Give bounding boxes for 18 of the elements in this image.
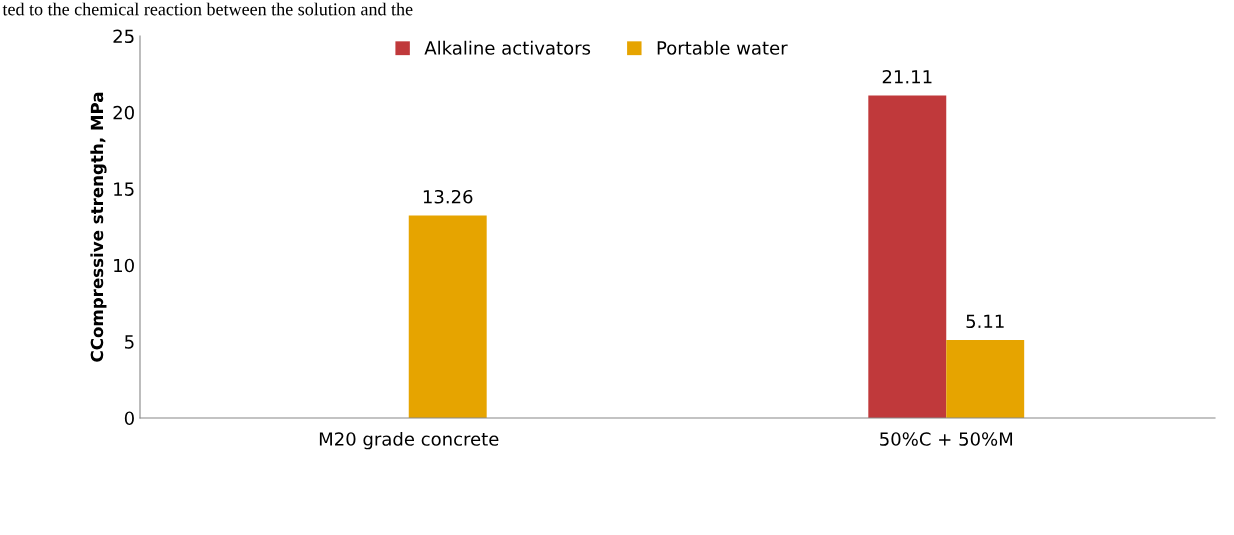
y-tick-label: 15 [114, 182, 134, 196]
data-label: 13.26 [423, 189, 473, 204]
legend-label: Portable water [657, 40, 788, 55]
y-axis-title: CCompressive strength, MPa [90, 92, 107, 362]
x-tick-label: M20 grade concrete [319, 431, 499, 450]
y-tick-label: 5 [125, 335, 134, 349]
legend-label: Alkaline activators [424, 40, 591, 55]
y-tick-label: 25 [113, 29, 134, 44]
bar [408, 215, 487, 418]
y-tick-label: 20 [113, 105, 134, 120]
bar [946, 339, 1025, 418]
data-label: 5.11 [966, 314, 1004, 329]
x-tick-label: 50%C + 50%M [880, 432, 1013, 446]
text: ted to the chemical reaction between the solution and the [2, 2, 413, 16]
y-tick-label: 0 [124, 411, 134, 426]
y-tick-label: 10 [114, 258, 134, 273]
data-label: 21.11 [882, 69, 932, 84]
bar [868, 95, 947, 418]
